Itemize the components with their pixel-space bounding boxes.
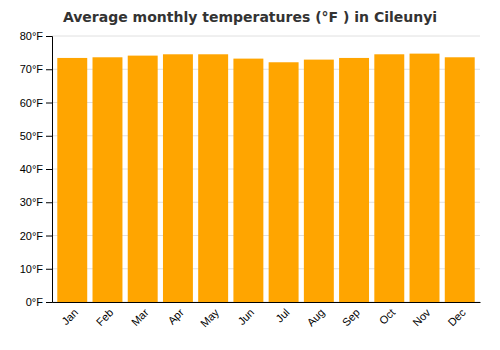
bar bbox=[233, 59, 263, 302]
y-tick-mark bbox=[46, 136, 52, 137]
x-tick: Nov bbox=[410, 306, 433, 329]
y-tick-label: 0°F bbox=[26, 296, 44, 308]
bar bbox=[128, 56, 158, 302]
x-tick: Sep bbox=[340, 306, 362, 328]
x-tick: Oct bbox=[377, 306, 398, 327]
x-tick-label: Jul bbox=[273, 306, 291, 324]
bar bbox=[410, 54, 440, 302]
y-tick-mark bbox=[46, 302, 52, 303]
x-tick-label: Dec bbox=[445, 306, 468, 329]
x-tick: Jun bbox=[235, 306, 256, 327]
y-tick-mark bbox=[46, 202, 52, 203]
y-axis-line bbox=[46, 37, 53, 303]
x-tick-label: Aug bbox=[305, 306, 327, 328]
x-tick-label: Sep bbox=[340, 306, 362, 328]
y-tick-label: 50°F bbox=[20, 130, 44, 142]
bar bbox=[445, 57, 475, 302]
x-tick: Jan bbox=[59, 306, 80, 327]
x-tick-label: Mar bbox=[129, 306, 151, 328]
x-axis: Jan Feb Mar Apr May Jun Jul Aug Sep Oct Nov Dec bbox=[53, 303, 481, 330]
y-tick-mark bbox=[46, 269, 52, 270]
bars bbox=[57, 54, 474, 302]
chart: Jan Feb Mar Apr May Jun Jul Aug Sep Oct Nov Dec 0°F 1… bbox=[0, 0, 500, 350]
y-tick: 40°F bbox=[20, 163, 52, 175]
y-tick-label: 40°F bbox=[20, 163, 44, 175]
y-tick: 60°F bbox=[20, 97, 52, 109]
x-tick-label: Nov bbox=[410, 306, 433, 329]
y-tick: 70°F bbox=[20, 63, 52, 75]
y-tick: 20°F bbox=[20, 230, 52, 242]
grid-line bbox=[52, 36, 480, 37]
y-tick-label: 60°F bbox=[20, 97, 44, 109]
title: Average monthly temperatures (°F ) in Ci… bbox=[63, 9, 437, 25]
y-tick: 50°F bbox=[20, 130, 52, 142]
y-tick: 10°F bbox=[20, 263, 52, 275]
x-tick-label: May bbox=[198, 306, 222, 330]
x-tick-label: Jun bbox=[235, 306, 256, 327]
y-tick: 80°F bbox=[20, 30, 52, 42]
y-tick-label: 20°F bbox=[20, 230, 44, 242]
bar bbox=[163, 54, 193, 302]
x-tick-label: Oct bbox=[377, 306, 398, 327]
x-tick: Feb bbox=[94, 306, 116, 328]
y-tick: 30°F bbox=[20, 196, 52, 208]
grid bbox=[52, 36, 480, 302]
x-tick: Dec bbox=[445, 306, 468, 329]
y-tick-label: 80°F bbox=[20, 30, 44, 42]
y-axis: 0°F 10°F 20°F 30°F 40°F 50°F 60°F 70°F 80°F bbox=[20, 30, 53, 308]
bar bbox=[269, 62, 299, 302]
y-tick-label: 30°F bbox=[20, 196, 44, 208]
x-tick: May bbox=[198, 306, 222, 330]
x-tick: Apr bbox=[165, 306, 186, 327]
x-tick-label: Jan bbox=[59, 306, 80, 327]
bar bbox=[339, 58, 369, 302]
y-tick-mark bbox=[46, 36, 52, 37]
y-tick: 0°F bbox=[26, 296, 52, 308]
y-tick-mark bbox=[46, 103, 52, 104]
x-tick-label: Feb bbox=[94, 306, 116, 328]
x-tick: Mar bbox=[129, 306, 151, 328]
bar bbox=[304, 60, 334, 302]
x-tick-label: Apr bbox=[165, 306, 186, 327]
y-tick-mark bbox=[46, 236, 52, 237]
y-tick-label: 70°F bbox=[20, 63, 44, 75]
y-tick-label: 10°F bbox=[20, 263, 44, 275]
x-tick: Aug bbox=[305, 306, 327, 328]
x-tick: Jul bbox=[273, 306, 291, 324]
bar bbox=[93, 57, 123, 302]
plot: Jan Feb Mar Apr May Jun Jul Aug Sep Oct Nov Dec 0°F 1… bbox=[20, 30, 481, 329]
y-tick-mark bbox=[46, 169, 52, 170]
bar bbox=[198, 54, 228, 302]
bar bbox=[57, 58, 87, 302]
x-axis-line bbox=[53, 302, 481, 303]
y-tick-mark bbox=[46, 69, 52, 70]
bar bbox=[374, 54, 404, 302]
